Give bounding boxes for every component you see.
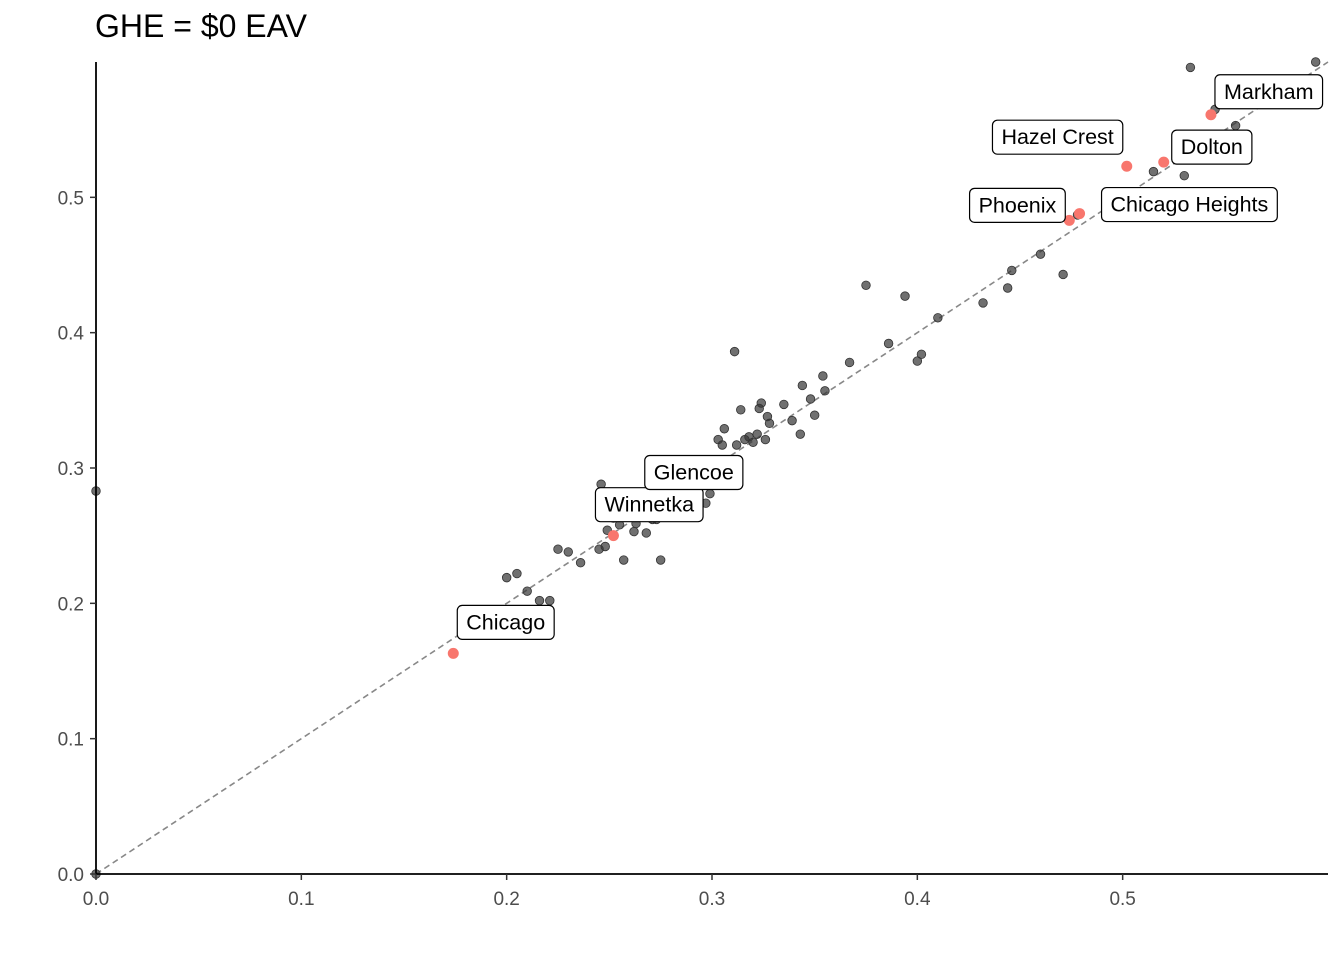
- callout-text: Dolton: [1181, 135, 1243, 159]
- data-point: [933, 313, 943, 323]
- highlighted-point: [1063, 214, 1075, 226]
- data-point: [655, 555, 666, 565]
- callout-text: Markham: [1224, 80, 1314, 104]
- data-point: [731, 440, 742, 450]
- data-point: [818, 371, 828, 381]
- callout-label: Chicago: [456, 604, 555, 641]
- y-tick-label: 0.0: [58, 865, 84, 886]
- chart-title: GHE = $0 EAV: [95, 8, 307, 44]
- x-tick-label: 0.3: [699, 889, 725, 910]
- data-point: [1230, 120, 1241, 131]
- reference-line-layer: [95, 61, 1329, 875]
- callout-label: Winnetka: [594, 487, 704, 523]
- data-point: [1007, 265, 1017, 276]
- data-point: [1148, 166, 1159, 177]
- y-tick-label: 0.5: [58, 188, 84, 209]
- data-point: [795, 429, 805, 439]
- y-tick-label: 0.4: [58, 324, 85, 345]
- data-point: [748, 437, 758, 447]
- data-point: [779, 399, 789, 410]
- callout-box: [1214, 74, 1324, 110]
- callout-label: Hazel Crest: [991, 119, 1124, 155]
- data-point: [787, 415, 797, 426]
- callout-text: Hazel Crest: [1001, 125, 1113, 149]
- x-tick-label: 0.2: [493, 889, 519, 910]
- callout-box: [1171, 129, 1253, 165]
- data-point: [512, 568, 522, 579]
- data-point: [563, 547, 573, 557]
- highlighted-point: [1205, 109, 1217, 121]
- reference-line: [95, 61, 1329, 875]
- callout-label: Markham: [1214, 74, 1324, 110]
- data-point: [1179, 170, 1189, 181]
- data-point: [600, 541, 610, 552]
- data-point: [736, 405, 746, 415]
- axes-layer: 0.0 0.1 0.2 0.3 0.4 0.5 0.0 0.1 0.2 0.3 0.4 0.5: [58, 62, 1328, 910]
- highlighted-point: [607, 530, 619, 542]
- data-point: [820, 386, 830, 396]
- callout-text: Phoenix: [979, 193, 1057, 217]
- data-point: [861, 280, 871, 291]
- data-point: [575, 558, 586, 568]
- data-point: [764, 418, 775, 429]
- data-point: [912, 356, 923, 366]
- callout-text: Glencoe: [654, 460, 734, 484]
- callout-text: Chicago: [466, 610, 545, 634]
- data-point: [1058, 269, 1068, 280]
- data-point: [501, 572, 512, 583]
- data-point: [805, 394, 816, 404]
- data-point: [619, 555, 629, 565]
- highlighted-point: [447, 647, 459, 659]
- data-point: [545, 595, 555, 606]
- data-point: [1185, 62, 1196, 73]
- data-point: [756, 398, 766, 408]
- callout-layer: Chicago Winnetka Glencoe Phoenix Chicago Hei…: [456, 74, 1324, 641]
- y-tick-label: 0.2: [58, 594, 84, 615]
- data-point: [729, 346, 740, 357]
- callout-box: [991, 119, 1124, 155]
- data-point: [641, 528, 651, 538]
- data-point: [752, 429, 762, 439]
- x-tick-label: 0.5: [1109, 889, 1135, 910]
- data-point: [705, 489, 715, 499]
- callout-box: [968, 187, 1066, 223]
- data-point: [534, 595, 545, 606]
- highlighted-point: [1121, 160, 1133, 172]
- callout-label: Dolton: [1171, 129, 1253, 165]
- data-point: [629, 526, 639, 537]
- data-point: [717, 440, 727, 450]
- data-point: [809, 410, 820, 420]
- callout-box: [644, 454, 744, 491]
- x-tick-label: 0.0: [83, 889, 109, 910]
- data-point: [1310, 57, 1321, 67]
- data-point: [1035, 249, 1046, 259]
- x-tick-label: 0.4: [904, 889, 931, 910]
- y-tick-label: 0.3: [58, 459, 84, 480]
- y-tick-label: 0.1: [58, 730, 84, 751]
- data-point: [900, 291, 910, 301]
- highlighted-point: [1158, 156, 1170, 168]
- data-point: [522, 586, 532, 596]
- data-point: [797, 380, 808, 391]
- data-point: [553, 544, 563, 554]
- callout-box: [456, 604, 555, 641]
- callout-box: [1100, 186, 1278, 223]
- data-point: [719, 424, 730, 434]
- data-point: [1002, 283, 1013, 293]
- callout-label: Glencoe: [644, 454, 744, 491]
- data-point: [916, 349, 927, 360]
- callout-text: Chicago Heights: [1111, 193, 1269, 217]
- x-tick-label: 0.1: [288, 889, 314, 910]
- highlighted-point: [1074, 208, 1086, 220]
- data-point: [760, 434, 771, 445]
- data-point: [844, 357, 855, 368]
- data-point: [883, 338, 894, 349]
- callout-label: Chicago Heights: [1100, 186, 1278, 223]
- data-point: [978, 298, 988, 308]
- callout-label: Phoenix: [968, 187, 1066, 223]
- callout-text: Winnetka: [604, 493, 694, 517]
